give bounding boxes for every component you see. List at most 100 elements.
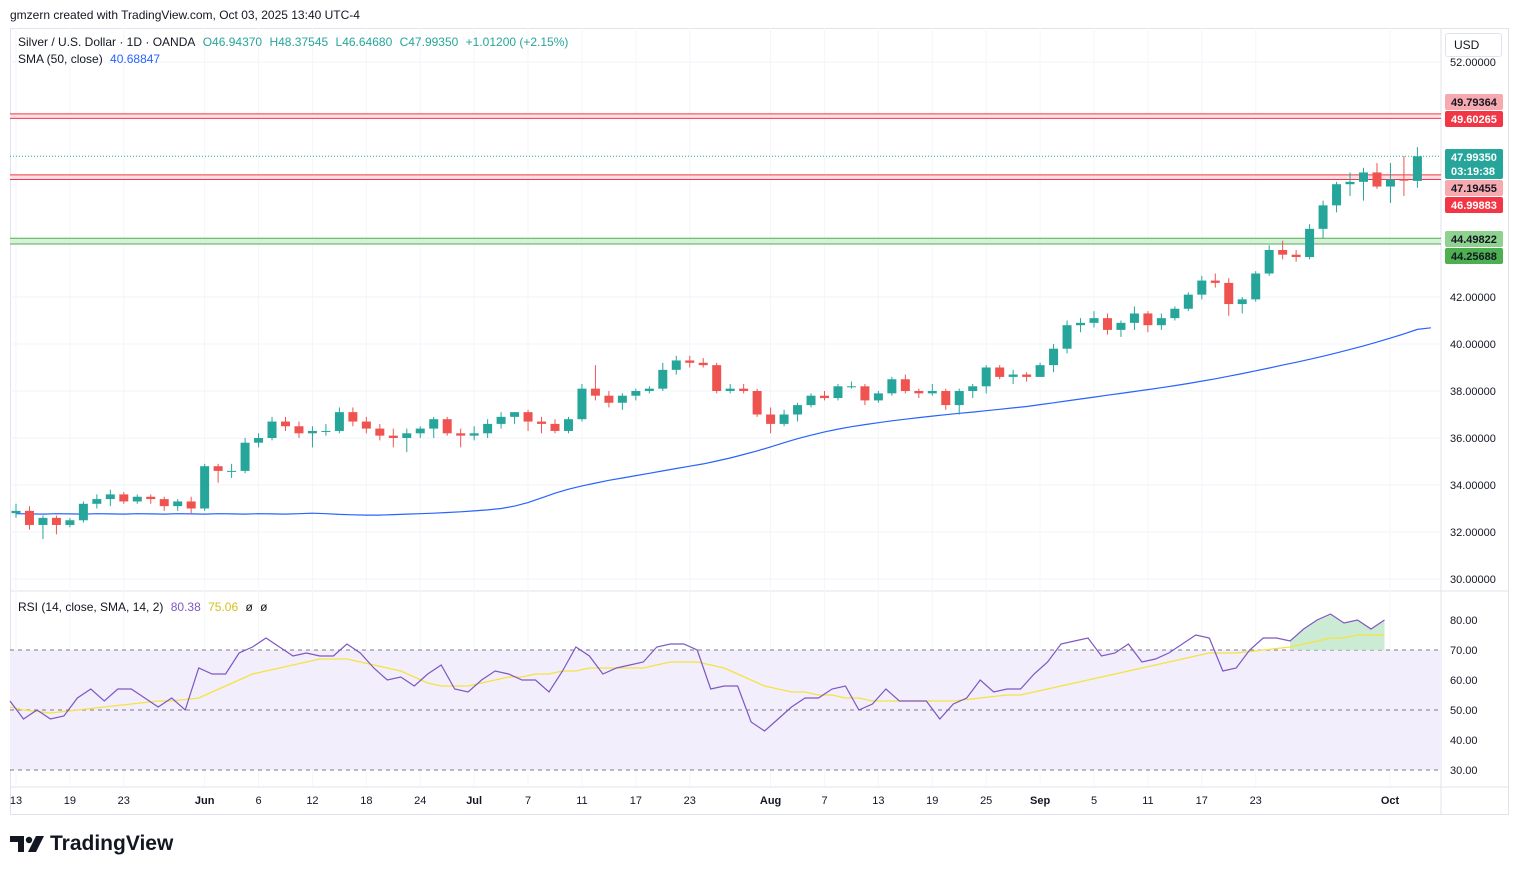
candle: [1264, 245, 1274, 276]
time-tick-label: Sep: [1030, 795, 1050, 807]
candle-body: [617, 395, 627, 403]
rsi-tick-label: 70.00: [1450, 645, 1478, 657]
currency-selector[interactable]: USD: [1445, 33, 1502, 57]
price-axis-label: 46.99883: [1451, 200, 1497, 212]
candle: [361, 416, 371, 434]
candle: [995, 365, 1005, 380]
candle-body: [725, 388, 735, 391]
time-tick-label: 17: [630, 795, 642, 807]
candle: [617, 393, 627, 410]
candle: [1156, 313, 1166, 330]
candle: [227, 463, 237, 478]
candle: [523, 409, 533, 431]
candle: [1224, 278, 1234, 316]
candle-body: [1143, 313, 1153, 326]
candle-body: [1210, 280, 1220, 283]
candle-body: [1318, 205, 1328, 229]
candle: [1143, 311, 1153, 333]
candle-body: [1183, 294, 1193, 309]
candle-body: [1035, 365, 1045, 377]
candle: [1412, 147, 1422, 188]
rsi-legend: RSI (14, close, SMA, 14, 2) 80.38 75.06 …: [18, 600, 272, 614]
candle-body: [1049, 348, 1059, 366]
candle-body: [402, 433, 412, 438]
candle-body: [739, 388, 749, 391]
candle-body: [577, 388, 587, 420]
candle: [860, 383, 870, 406]
candle-body: [415, 428, 425, 434]
rsi-tick-label: 50.00: [1450, 705, 1478, 717]
candle-body: [1129, 313, 1139, 323]
time-tick-label: 11: [576, 795, 587, 807]
candle: [1291, 250, 1301, 262]
candle-body: [92, 499, 102, 504]
candle-body: [132, 496, 142, 502]
price-axis-label-bg: [1445, 94, 1503, 110]
price-tick-label: 36.00000: [1450, 433, 1496, 445]
candle: [658, 362, 668, 391]
candle-body: [281, 421, 290, 427]
price-tick-label: 30.00000: [1450, 574, 1496, 586]
rsi-tick-label: 80.00: [1450, 615, 1478, 627]
price-tick-label: 32.00000: [1450, 527, 1496, 539]
candle-body: [429, 419, 439, 429]
symbol-name[interactable]: Silver / U.S. Dollar · 1D · OANDA: [18, 35, 196, 49]
candle-body: [981, 367, 991, 387]
rsi-extra-2: ø: [260, 600, 268, 614]
candle-body: [1251, 273, 1261, 300]
candle: [820, 391, 829, 401]
candle: [914, 388, 924, 399]
candle: [604, 391, 614, 408]
time-tick-label: 7: [525, 795, 531, 807]
candle: [456, 428, 466, 448]
rsi-value: 80.38: [170, 600, 201, 614]
candle-body: [1197, 280, 1207, 295]
candle: [766, 407, 776, 434]
candle: [65, 517, 75, 528]
candle: [1210, 273, 1220, 288]
symbol-legend: Silver / U.S. Dollar · 1D · OANDA O46.94…: [18, 35, 572, 49]
candle-body: [779, 414, 789, 424]
time-tick-label: 6: [255, 795, 261, 807]
rsi-label[interactable]: RSI (14, close, SMA, 14, 2): [18, 600, 164, 614]
candle: [1278, 240, 1288, 260]
change-value: +1.01200 (+2.15%): [465, 35, 569, 49]
candle-body: [267, 421, 277, 438]
candle-body: [550, 423, 560, 431]
candle-body: [523, 412, 533, 422]
tv-logo-icon: [10, 836, 44, 852]
price-tick-label: 34.00000: [1450, 480, 1496, 492]
candle-body: [1008, 374, 1018, 377]
price-axis-label: 49.79364: [1451, 97, 1498, 109]
rsi-ma-line: [9, 634, 1385, 714]
time-tick-label: 19: [926, 795, 938, 807]
time-tick-label: 5: [1091, 795, 1097, 807]
rsi-tick-label: 40.00: [1450, 735, 1478, 747]
candle-body: [590, 388, 600, 396]
candle: [779, 409, 789, 427]
candle: [469, 426, 479, 441]
candle: [213, 463, 223, 483]
candle: [712, 362, 722, 394]
candle: [550, 419, 560, 434]
candle: [240, 438, 250, 474]
chart-frame: [10, 28, 1509, 815]
price-tick-label: 52.00000: [1450, 57, 1496, 69]
price-tick-label: 40.00000: [1450, 339, 1496, 351]
candle-body: [1278, 250, 1288, 255]
candle-body: [887, 379, 897, 394]
candle-body: [307, 430, 317, 434]
candle: [1089, 311, 1099, 328]
candle: [590, 365, 600, 401]
rsi-tick-label: 60.00: [1450, 675, 1478, 687]
candle-body: [873, 393, 883, 401]
candle-body: [213, 466, 223, 471]
price-axis-label: 44.49822: [1451, 234, 1497, 246]
time-tick-label: 13: [10, 795, 22, 807]
brand-name: TradingView: [50, 832, 174, 855]
candle: [267, 416, 277, 441]
candle-body: [483, 423, 493, 434]
sma-label[interactable]: SMA (50, close): [18, 52, 103, 66]
open-value: O46.94370: [202, 35, 263, 49]
